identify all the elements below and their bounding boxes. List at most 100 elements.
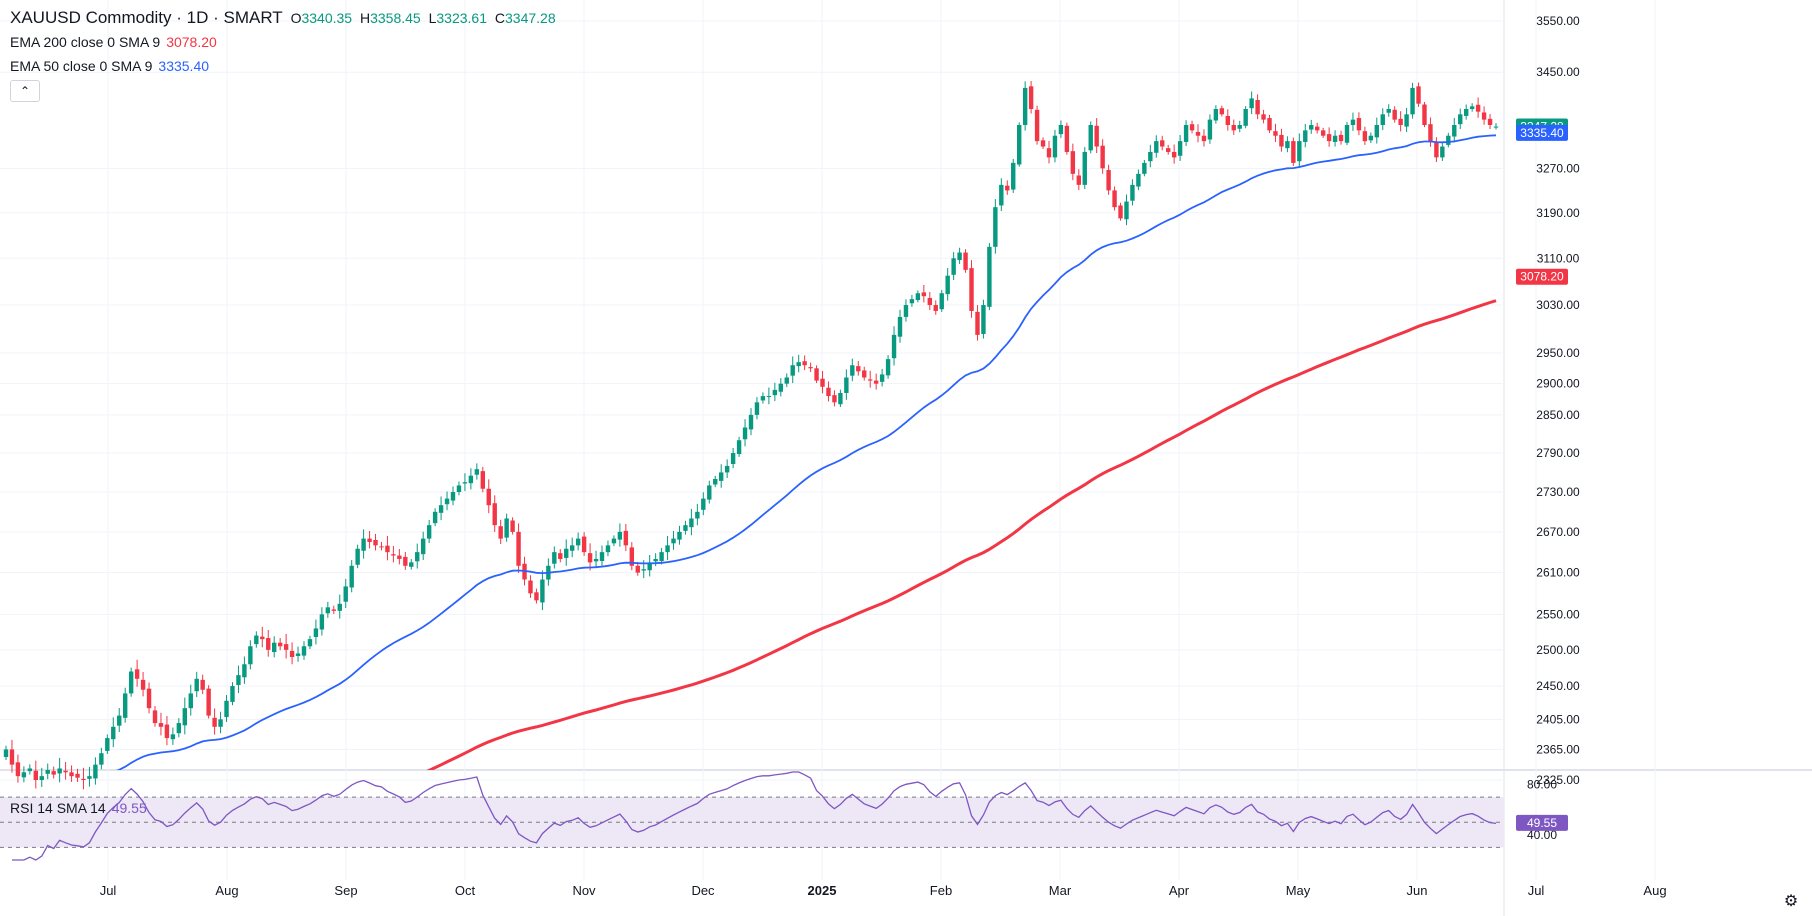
candle-body — [564, 548, 569, 558]
candle — [33, 760, 38, 789]
candle — [99, 747, 104, 770]
candle-body — [75, 773, 80, 778]
candle-body — [498, 526, 503, 539]
candle — [206, 685, 211, 719]
candle-body — [450, 492, 456, 501]
candle-body — [1368, 135, 1374, 141]
candle — [1046, 141, 1052, 164]
candle-body — [140, 679, 146, 690]
candle-body — [754, 402, 760, 415]
candle — [1315, 122, 1320, 134]
candle — [57, 757, 62, 783]
candle — [188, 684, 193, 716]
candle — [140, 672, 146, 697]
candle — [498, 519, 503, 545]
candle-body — [325, 607, 331, 614]
rsi-tick-label: 40.00 — [1527, 828, 1557, 842]
candle — [15, 754, 21, 783]
gear-icon[interactable]: ⚙ — [1783, 893, 1799, 910]
price-tick-label: 2550.00 — [1536, 607, 1580, 621]
candle-body — [695, 511, 700, 519]
price-tick-label: 2790.00 — [1536, 446, 1580, 460]
candle — [587, 543, 593, 571]
candle — [719, 464, 724, 488]
candle — [570, 537, 575, 558]
candle-body — [868, 379, 873, 381]
candle-body — [641, 569, 646, 571]
candle — [909, 294, 915, 307]
candle-body — [1446, 135, 1451, 145]
candle-body — [617, 531, 623, 540]
candle — [1070, 143, 1076, 181]
ema50-legend-row[interactable]: EMA 50 close 0 SMA 9 3335.40 — [10, 54, 556, 78]
candle — [1148, 144, 1153, 168]
candle-body — [599, 552, 605, 561]
candle — [683, 520, 688, 535]
candle — [564, 539, 569, 566]
candle-body — [248, 646, 253, 665]
candle — [111, 717, 116, 748]
collapse-legend-button[interactable]: ⌃ — [10, 80, 40, 102]
candle-body — [760, 396, 766, 401]
candle — [51, 766, 56, 779]
candle — [3, 745, 9, 761]
candle-body — [1076, 175, 1081, 185]
candle-body — [1011, 162, 1016, 190]
candle — [1422, 101, 1427, 128]
candle-body — [647, 562, 652, 571]
candle-body — [194, 678, 199, 692]
rsi-value: 49.55 — [111, 800, 147, 816]
candle — [862, 366, 867, 381]
candle — [1201, 129, 1207, 147]
candle — [1380, 108, 1385, 131]
price-tick-label: 3270.00 — [1536, 161, 1580, 175]
candle-body — [438, 505, 444, 513]
candle-body — [1106, 169, 1111, 191]
symbol-title[interactable]: XAUUSD Commodity · 1D · SMART — [10, 8, 283, 27]
ema50-layer — [116, 134, 1497, 770]
candle-body — [1052, 135, 1058, 158]
time-tick-label: Aug — [215, 883, 238, 898]
candle-body — [277, 642, 283, 647]
candle — [504, 513, 509, 542]
candle — [45, 763, 50, 780]
candle-body — [206, 688, 211, 716]
candle-body — [1148, 151, 1153, 162]
candle-body — [575, 538, 581, 546]
candle — [897, 309, 903, 343]
candle — [1136, 169, 1141, 191]
candle — [1249, 91, 1254, 115]
candle-body — [254, 635, 259, 645]
candle-body — [736, 440, 742, 454]
rsi-legend[interactable]: RSI 14 SMA 14 49.55 — [10, 800, 147, 816]
candle — [856, 361, 861, 376]
candle-body — [1350, 119, 1356, 125]
candle — [987, 243, 992, 311]
candle-body — [99, 753, 104, 765]
candle — [105, 734, 110, 754]
candle-body — [993, 207, 998, 247]
price-tick-label: 2325.00 — [1536, 773, 1580, 787]
candle-body — [33, 770, 38, 780]
candle — [1404, 107, 1409, 132]
candle-body — [832, 395, 837, 403]
candle-body — [891, 334, 897, 359]
candle-body — [570, 545, 575, 551]
price-tick-label: 2500.00 — [1536, 643, 1580, 657]
candle-body — [1469, 106, 1475, 110]
candle — [236, 665, 241, 694]
candle-body — [701, 498, 706, 510]
candle — [301, 641, 307, 660]
candle — [1458, 108, 1463, 130]
candle — [1183, 120, 1189, 146]
candle-body — [1231, 124, 1236, 131]
candle — [367, 530, 372, 549]
rsi-value-tag: 49.55 — [1527, 816, 1557, 830]
candle-body — [957, 252, 962, 261]
candle-body — [593, 558, 599, 562]
candle-body — [397, 555, 402, 559]
candle-body — [1171, 151, 1177, 158]
ema200-legend-row[interactable]: EMA 200 close 0 SMA 9 3078.20 — [10, 30, 556, 54]
candle-body — [134, 669, 140, 679]
